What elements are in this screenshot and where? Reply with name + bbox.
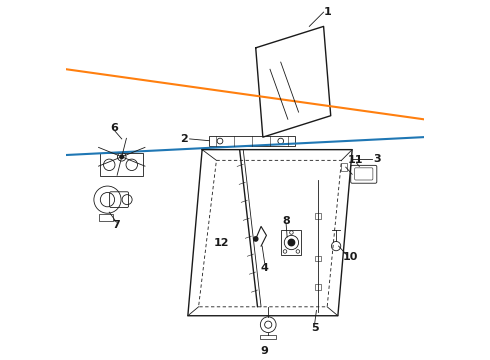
Bar (260, 335, 276, 339)
Circle shape (120, 155, 123, 158)
Bar (281, 230, 301, 255)
Text: 4: 4 (261, 262, 269, 273)
Text: 2: 2 (180, 134, 188, 144)
Text: 5: 5 (311, 323, 319, 333)
Bar (209, 136, 295, 146)
Text: 6: 6 (111, 123, 119, 133)
Bar (316, 256, 321, 261)
Text: 7: 7 (113, 220, 120, 230)
Bar (100, 153, 143, 176)
Text: 11: 11 (348, 156, 364, 165)
Text: 3: 3 (373, 154, 381, 163)
Text: 10: 10 (343, 252, 358, 262)
Circle shape (253, 237, 258, 241)
Bar (341, 163, 347, 171)
Bar (98, 214, 113, 221)
Text: 8: 8 (282, 216, 290, 226)
Text: 12: 12 (214, 238, 229, 248)
Circle shape (288, 239, 294, 246)
Text: 1: 1 (323, 7, 331, 17)
Bar (316, 284, 321, 290)
Text: 9: 9 (261, 346, 269, 356)
Bar (316, 213, 321, 219)
